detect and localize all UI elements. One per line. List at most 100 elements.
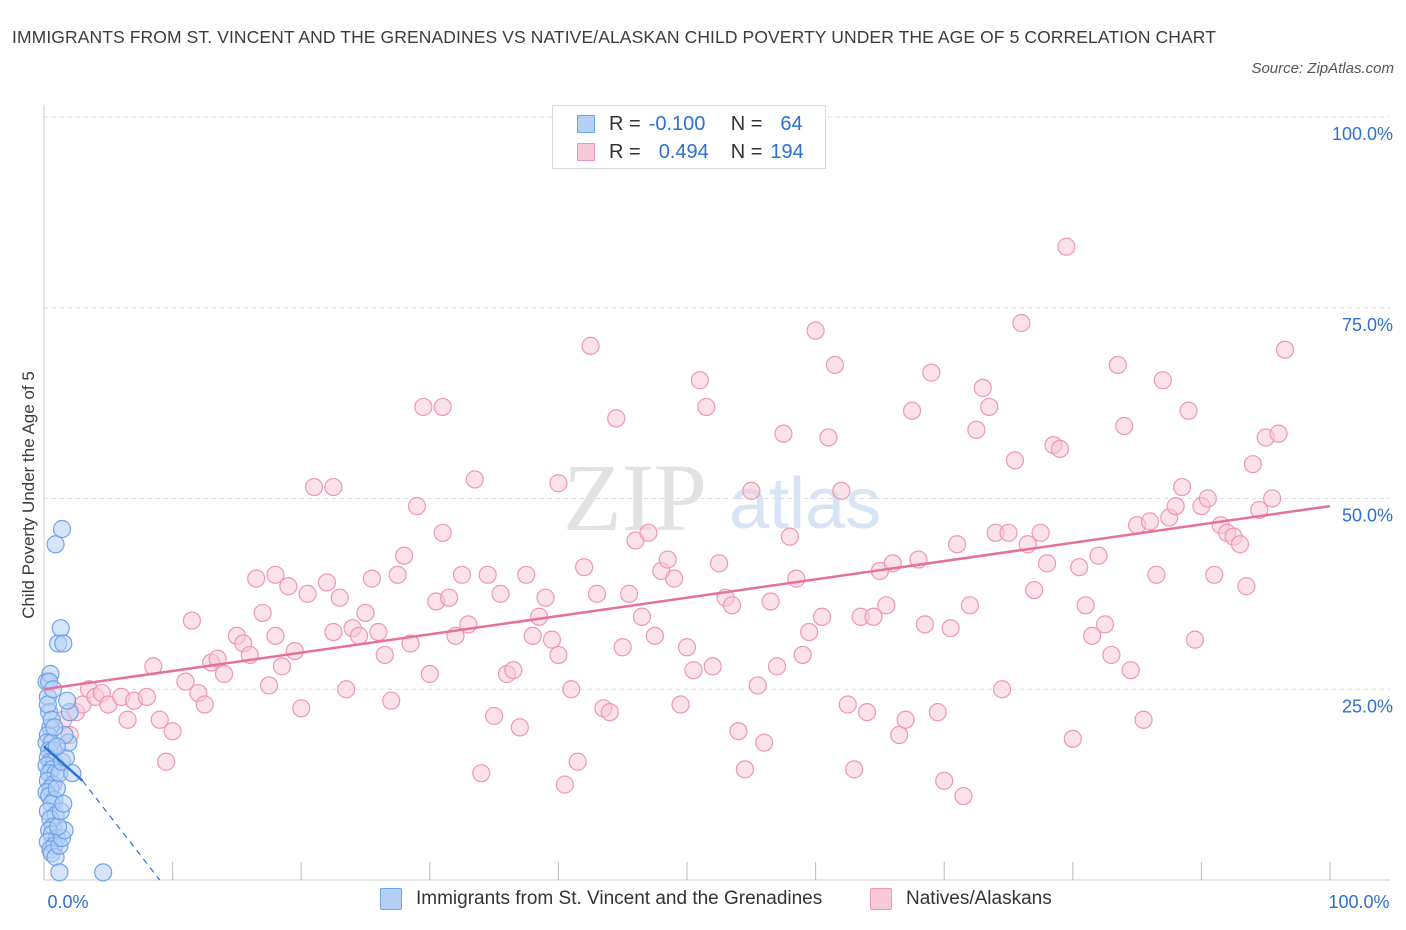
natives-point: [575, 558, 594, 577]
natives-point: [735, 760, 754, 779]
natives-point: [748, 676, 767, 695]
natives-point: [388, 565, 407, 584]
natives-point: [600, 703, 619, 722]
natives-point: [767, 657, 787, 676]
natives-point: [452, 565, 472, 584]
y-tick-label: 25.0%: [1342, 696, 1393, 716]
natives-point: [214, 664, 234, 684]
natives-point: [607, 409, 626, 428]
legend-r-value-immigrants: -0.100: [648, 112, 706, 135]
immigrants-point: [52, 519, 72, 539]
natives-point: [967, 420, 986, 439]
legend-r-value-natives: 0.494: [658, 140, 709, 163]
immigrants-point: [50, 863, 69, 882]
natives-point: [587, 584, 607, 603]
natives-point: [632, 607, 652, 626]
natives-point: [433, 397, 452, 417]
natives-point: [324, 622, 343, 642]
natives-point: [330, 588, 349, 607]
y-tick-label: 75.0%: [1342, 315, 1393, 335]
immigrants-point: [49, 817, 68, 836]
natives-point: [163, 722, 182, 741]
natives-point: [1275, 340, 1295, 359]
immigrants-trend-extension: [82, 780, 161, 881]
natives-point: [298, 584, 317, 603]
natives-point: [1102, 645, 1121, 665]
natives-point: [176, 672, 195, 691]
natives-point: [825, 355, 844, 375]
natives-point: [1153, 371, 1172, 390]
series-legend: Immigrants from St. Vincent and the Gren…: [0, 888, 1406, 916]
natives-point: [349, 626, 369, 645]
natives-point: [639, 523, 658, 542]
natives-point: [137, 687, 156, 706]
natives-point: [536, 588, 555, 607]
natives-point: [1121, 661, 1140, 680]
natives-point: [896, 710, 915, 729]
immigrants-point: [54, 634, 73, 653]
legend-item-immigrants[interactable]: Immigrants from St. Vincent and the Gren…: [380, 888, 822, 910]
series-immigrants-points: [37, 519, 113, 882]
natives-point: [549, 645, 568, 665]
natives-point: [980, 397, 999, 417]
natives-point: [375, 645, 394, 665]
natives-point: [433, 523, 452, 542]
natives-point: [1057, 237, 1076, 256]
natives-point: [845, 760, 864, 779]
natives-point: [1205, 565, 1224, 584]
y-tick-label: 50.0%: [1342, 506, 1393, 526]
natives-point: [1082, 626, 1102, 645]
natives-point: [581, 336, 600, 355]
natives-point: [465, 470, 484, 489]
natives-point: [1179, 401, 1198, 420]
natives-point: [285, 641, 304, 661]
immigrants-point: [58, 691, 77, 710]
natives-point: [1005, 451, 1025, 470]
natives-point: [195, 695, 214, 714]
natives-point: [658, 550, 677, 569]
natives-point: [1147, 565, 1166, 584]
natives-point: [703, 657, 722, 676]
natives-point: [304, 477, 324, 497]
legend-n-label: N =: [730, 140, 763, 163]
legend-r-label: R =: [609, 140, 641, 163]
natives-point: [259, 676, 279, 695]
natives-point: [1198, 489, 1217, 508]
natives-point: [394, 546, 414, 565]
immigrants-point: [38, 695, 57, 714]
x-tick-label: 0.0%: [47, 892, 88, 912]
legend-swatch-immigrants: [577, 115, 595, 133]
natives-point: [157, 752, 176, 771]
natives-point: [562, 680, 581, 699]
natives-point: [369, 622, 388, 642]
natives-point: [439, 588, 459, 607]
natives-point: [800, 622, 819, 642]
natives-point: [832, 481, 851, 500]
source-label: Source: ZipAtlas.com: [1251, 60, 1394, 77]
natives-point: [806, 321, 825, 340]
natives-point: [774, 424, 793, 443]
natives-point: [337, 680, 356, 699]
natives-point: [780, 527, 799, 546]
y-tick-label: 100.0%: [1332, 124, 1393, 144]
stats-legend: R = -0.100 N = 64 R = 0.494 N = 194: [552, 105, 826, 169]
natives-point: [1108, 355, 1127, 375]
natives-point: [1269, 424, 1288, 443]
natives-point: [755, 733, 774, 752]
legend-item-natives[interactable]: Natives/Alaskans: [870, 888, 1052, 910]
natives-point: [382, 691, 401, 710]
natives-point: [1037, 554, 1057, 573]
legend-n-value-natives: 194: [770, 140, 804, 163]
immigrants-point: [54, 794, 73, 813]
legend-swatch-natives: [870, 888, 892, 910]
natives-point: [941, 619, 960, 638]
natives-point: [1263, 489, 1282, 508]
natives-point: [472, 764, 491, 783]
legend-row-immigrants: R = -0.100 N = 64: [577, 111, 803, 137]
trend-lines: [43, 504, 1331, 881]
natives-point: [407, 497, 427, 516]
natives-point: [645, 626, 664, 645]
natives-point: [915, 615, 935, 634]
natives-point: [613, 638, 632, 657]
